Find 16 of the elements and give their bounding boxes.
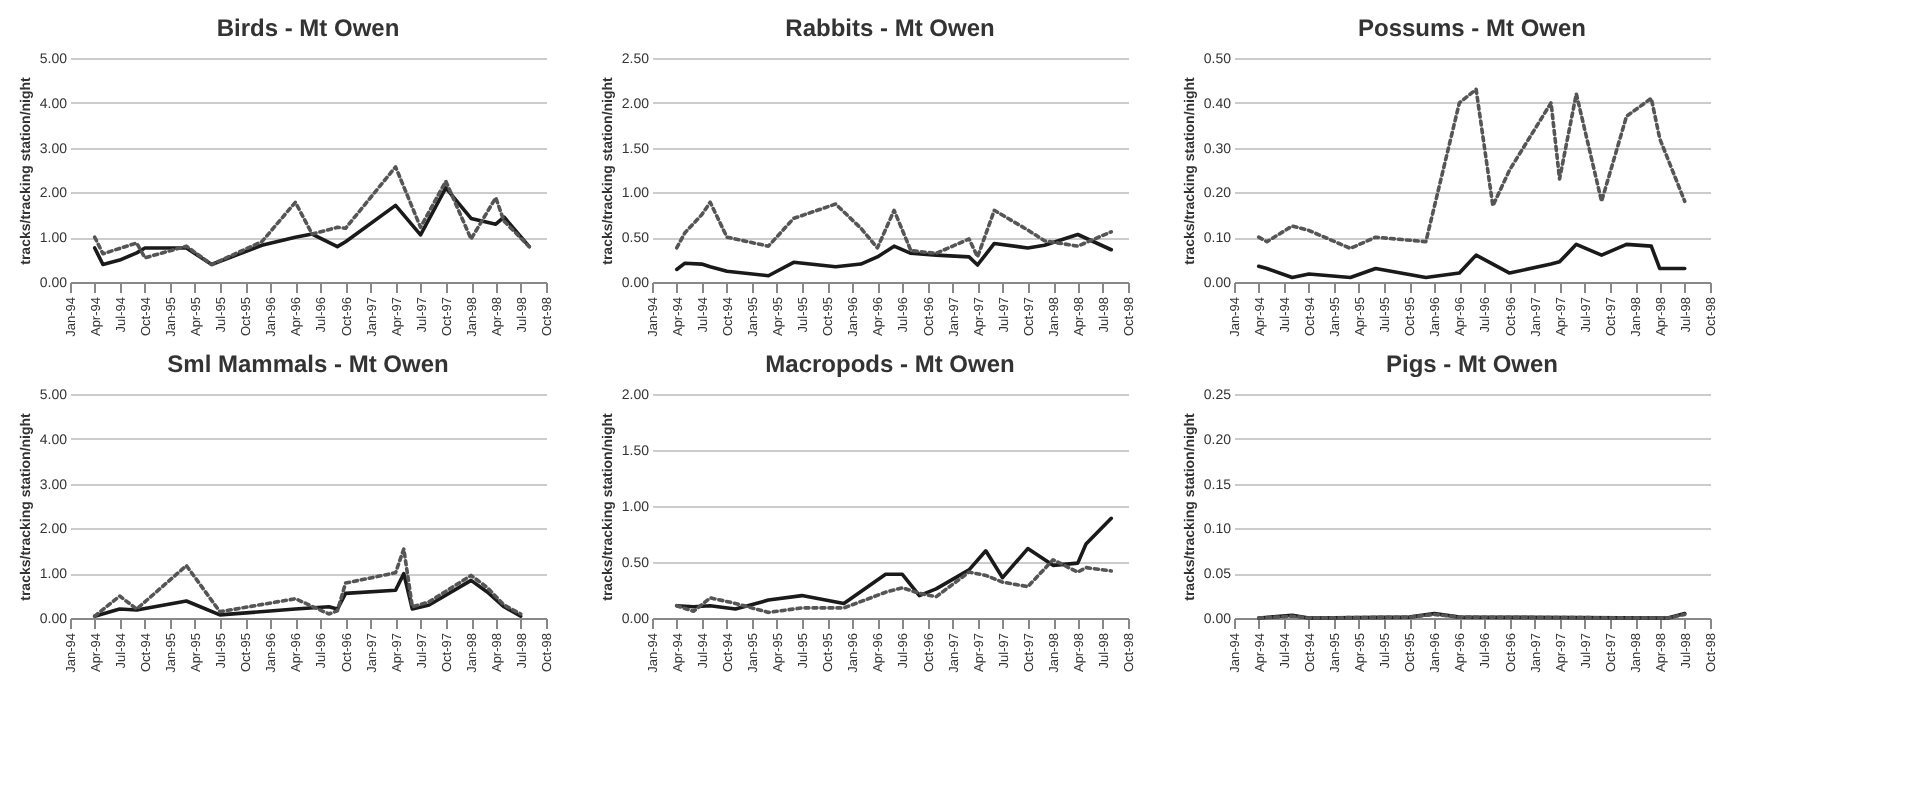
line-series bbox=[1256, 87, 1687, 251]
line-series bbox=[92, 571, 523, 619]
line-series bbox=[674, 200, 1114, 259]
chart-title: Pigs - Mt Owen bbox=[1385, 350, 1559, 378]
line-series bbox=[674, 557, 1114, 615]
line-series bbox=[674, 516, 1114, 611]
chart-title: Sml Mammals - Mt Owen bbox=[167, 350, 449, 378]
chart-title: Macropods - Mt Owen bbox=[765, 350, 1015, 378]
chart-title: Birds - Mt Owen bbox=[216, 14, 400, 42]
chart-title: Rabbits - Mt Owen bbox=[785, 14, 995, 42]
line-series bbox=[92, 165, 532, 267]
chart-title: Possums - Mt Owen bbox=[1357, 14, 1587, 42]
line-series bbox=[92, 186, 532, 267]
line-series bbox=[1256, 242, 1687, 280]
line-series bbox=[92, 547, 523, 619]
line-series bbox=[674, 232, 1114, 278]
